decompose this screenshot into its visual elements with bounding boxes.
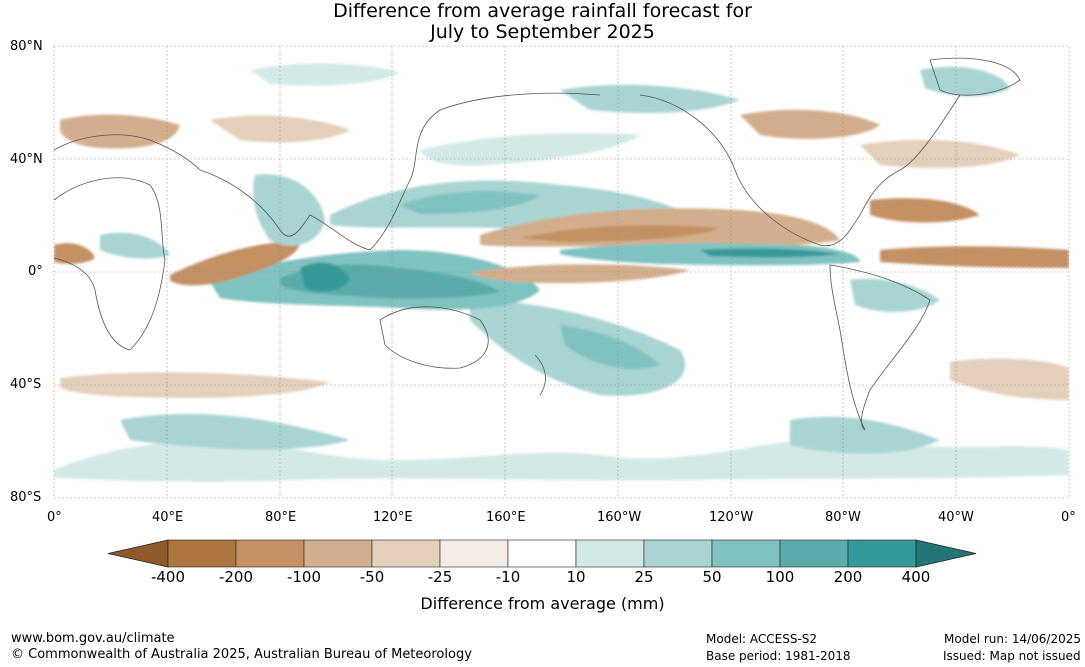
north-atlantic-dry-band <box>860 139 1020 168</box>
lon-label-120e: 120°E <box>373 510 413 525</box>
greenland-wet <box>920 66 1010 97</box>
legend-tick-label: -50 <box>359 568 385 586</box>
lon-label-0: 0° <box>47 510 62 525</box>
equatorial-indian-dry <box>170 241 300 286</box>
lon-label-0-right: 0° <box>1061 510 1076 525</box>
legend-swatch-6 <box>507 539 577 568</box>
footer-base-period: Base period: 1981-2018 <box>706 649 851 663</box>
legend-swatch-5 <box>439 539 509 568</box>
new-zealand-coast <box>534 354 546 396</box>
tropical-north-pacific-dry-core <box>520 225 720 242</box>
legend-swatch-above-max <box>915 539 977 568</box>
south-pacific-wet <box>790 416 940 454</box>
legend-swatch-10 <box>779 539 849 568</box>
atlantic-itcz-dry <box>880 246 1069 268</box>
north-america-dry <box>740 109 880 139</box>
west-africa-dry <box>54 243 95 264</box>
lat-label-equator: 0° <box>28 264 43 279</box>
lon-label-160w: 160°W <box>597 510 642 525</box>
siberia-wet <box>250 63 400 86</box>
legend-swatch-3 <box>303 539 373 568</box>
legend-tick-label: -25 <box>427 568 453 586</box>
map-frame <box>53 45 1070 499</box>
legend-swatch-11 <box>847 539 917 568</box>
legend-swatch-8 <box>643 539 713 568</box>
europe-coast <box>54 134 201 171</box>
legend-swatch-7 <box>575 539 645 568</box>
legend-swatch-2 <box>235 539 305 568</box>
lon-label-80w: 80°W <box>825 510 861 525</box>
amazon-wet <box>850 278 940 312</box>
footer-model-run: Model run: 14/06/2025 <box>944 632 1082 646</box>
africa-coast <box>54 177 166 351</box>
legend-swatch-1 <box>167 539 237 568</box>
north-pacific-subarctic-wet <box>420 133 640 166</box>
australia-coast <box>379 306 489 369</box>
legend-swatch-below-min <box>107 539 169 568</box>
south-america-coast <box>829 264 931 431</box>
arabian-sea-wet <box>100 232 170 259</box>
lon-label-80e: 80°E <box>265 510 297 525</box>
legend-tick-label: -400 <box>150 568 186 586</box>
sumatra-wet-max <box>300 262 350 292</box>
itcz-wet-core <box>700 248 840 258</box>
footer-url: www.bom.gov.au/climate <box>11 631 175 646</box>
legend-tick-label: -200 <box>218 568 254 586</box>
greenland-coast <box>929 57 1021 96</box>
lon-label-40w: 40°W <box>938 510 974 525</box>
legend-tick-label: 200 <box>833 568 863 586</box>
lat-label-40s: 40°S <box>10 377 42 392</box>
north-pacific-wet-core <box>400 191 540 214</box>
coastlines <box>54 57 1021 431</box>
equatorial-pacific-dry <box>470 264 690 284</box>
lon-label-40e: 40°E <box>152 510 184 525</box>
legend-tick-label: 10 <box>566 568 586 586</box>
legend-tick-label: 400 <box>901 568 931 586</box>
asia-coast <box>199 92 601 251</box>
lon-label-160e: 160°E <box>486 510 526 525</box>
lat-label-80n: 80°N <box>10 39 43 54</box>
legend-tick-label: -10 <box>495 568 521 586</box>
legend-swatch-9 <box>711 539 781 568</box>
map-title-line-2: July to September 2025 <box>430 21 655 43</box>
footer-copyright: © Commonwealth of Australia 2025, Austra… <box>11 647 472 662</box>
footer-model: Model: ACCESS-S2 <box>706 632 818 646</box>
indian-monsoon-wet <box>253 174 325 246</box>
footer-issued: Issued: Map not issued <box>943 649 1081 663</box>
north-america-coast <box>639 94 961 247</box>
south-pacific-wet-core <box>560 325 660 369</box>
legend-tick-label: 100 <box>765 568 795 586</box>
legend-title: Difference from average (mm) <box>420 594 665 613</box>
north-atlantic-dry <box>870 198 980 223</box>
legend-tick-label: 50 <box>702 568 722 586</box>
graticule <box>54 46 1069 498</box>
legend-swatch-4 <box>371 539 441 568</box>
arctic-pacific-wet <box>560 84 740 113</box>
anomaly-layer <box>54 63 1069 482</box>
legend-tick-label: -100 <box>286 568 322 586</box>
south-atlantic-dry-band <box>950 358 1069 400</box>
central-asia-dry <box>210 115 350 143</box>
lat-label-40n: 40°N <box>10 152 43 167</box>
lat-label-80s: 80°S <box>10 490 42 505</box>
legend-tick-label: 25 <box>634 568 654 586</box>
southern-ocean-wet-core <box>120 413 350 450</box>
map-title-line-1: Difference from average rainfall forecas… <box>333 0 752 22</box>
lon-label-120w: 120°W <box>709 510 754 525</box>
